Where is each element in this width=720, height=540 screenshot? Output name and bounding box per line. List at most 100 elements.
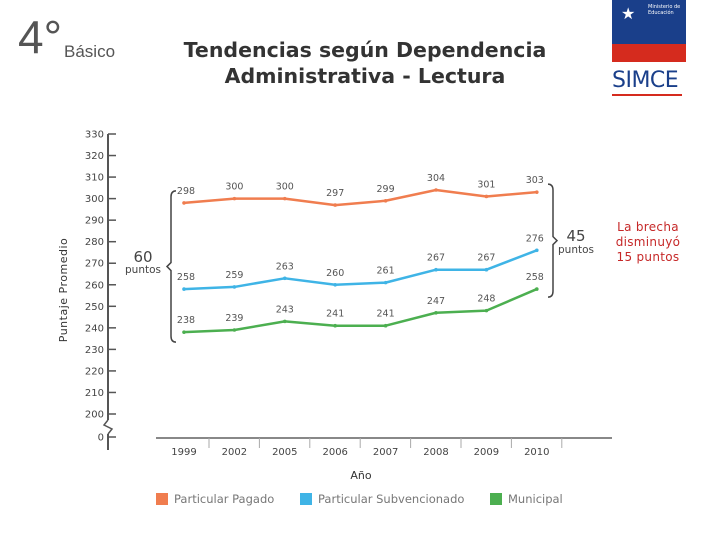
- data-label: 248: [477, 294, 495, 305]
- data-point: [434, 267, 438, 272]
- data-point: [232, 285, 237, 289]
- data-label: 247: [427, 296, 445, 307]
- chile-flag-icon: ★ Ministerio de Educación: [612, 0, 686, 62]
- data-point: [232, 196, 237, 201]
- data-label: 258: [177, 272, 195, 283]
- x-tick-label: 2002: [222, 447, 247, 458]
- data-point: [484, 308, 489, 313]
- data-point: [283, 196, 287, 201]
- data-point: [535, 190, 539, 194]
- data-point: [484, 194, 489, 199]
- data-point: [434, 188, 438, 192]
- data-label: 258: [526, 272, 544, 283]
- y-tick-label: 0: [98, 433, 104, 444]
- data-label: 260: [326, 268, 344, 279]
- page-title: Tendencias según Dependencia Administrat…: [130, 38, 600, 89]
- chart-legend: Particular Pagado Particular Subvenciona…: [156, 492, 563, 506]
- x-tick-label: 2009: [474, 447, 499, 458]
- ministry-text: Ministerio de Educación: [648, 4, 681, 16]
- title-line-2: Administrativa - Lectura: [224, 63, 506, 88]
- data-point: [182, 287, 186, 291]
- legend-item-municipal: Municipal: [490, 492, 563, 506]
- data-label: 301: [477, 179, 495, 190]
- data-point: [535, 248, 539, 253]
- data-label: 298: [177, 186, 195, 197]
- y-tick-label: 220: [85, 366, 104, 377]
- y-tick-label: 210: [85, 388, 104, 399]
- data-label: 304: [427, 173, 445, 184]
- data-label: 259: [225, 270, 243, 281]
- data-point: [182, 201, 186, 205]
- series-line-particular-subvencionado: [183, 249, 538, 291]
- data-label: 239: [225, 313, 243, 324]
- data-point: [333, 203, 338, 207]
- data-point: [232, 328, 237, 332]
- title-line-1: Tendencias según Dependencia: [183, 38, 547, 62]
- gap-bracket-1999: [165, 190, 177, 343]
- data-label: 243: [276, 304, 294, 315]
- y-tick-label: 250: [85, 302, 104, 313]
- simce-logo-bar: [612, 94, 682, 96]
- legend-item-particular-pagado: Particular Pagado: [156, 492, 300, 506]
- data-label: 297: [326, 188, 344, 199]
- star-icon: ★: [621, 4, 636, 23]
- gap-1999-unit: puntos: [125, 264, 161, 276]
- legend-item-particular-subvencionado: Particular Subvencionado: [300, 492, 490, 506]
- y-tick-label: 200: [85, 410, 104, 421]
- gap-2010-unit: puntos: [558, 244, 594, 256]
- y-tick-label: 310: [85, 173, 104, 184]
- x-tick-label: 2010: [524, 447, 549, 458]
- data-label: 263: [276, 261, 294, 272]
- x-axis-title: Año: [350, 469, 371, 482]
- data-label: 276: [526, 233, 544, 244]
- data-label: 241: [326, 309, 344, 320]
- data-point: [333, 282, 338, 287]
- grade-number: 4°: [18, 11, 62, 63]
- x-tick-label: 1999: [171, 447, 196, 458]
- gap-2010-value: 45: [566, 227, 585, 245]
- data-point: [383, 280, 388, 285]
- data-point: [283, 276, 287, 281]
- y-tick-label: 320: [85, 151, 104, 162]
- y-tick-label: 230: [85, 345, 104, 356]
- y-tick-label: 280: [85, 237, 104, 248]
- legend-label-particular-subvencionado: Particular Subvencionado: [318, 492, 465, 506]
- data-point: [383, 323, 388, 328]
- gap-bracket-2010: [547, 183, 559, 298]
- x-tick-label: 2006: [322, 447, 347, 458]
- legend-swatch-particular-subvencionado: [300, 493, 312, 505]
- x-tick-label: 2005: [272, 447, 297, 458]
- y-tick-label: 330: [85, 130, 104, 141]
- data-label: 300: [225, 182, 243, 193]
- data-label: 261: [377, 266, 395, 277]
- data-point: [383, 198, 388, 203]
- data-point: [333, 323, 338, 328]
- y-tick-label: 240: [85, 323, 104, 334]
- series-line-particular-pagado: [183, 188, 537, 207]
- data-point: [484, 267, 489, 272]
- y-tick-label: 270: [85, 259, 104, 270]
- series-line-municipal: [183, 287, 538, 334]
- gap-1999-value: 60: [133, 248, 152, 266]
- legend-label-municipal: Municipal: [508, 492, 563, 506]
- data-point: [434, 310, 438, 315]
- data-point: [182, 330, 186, 334]
- data-label: 238: [177, 315, 195, 326]
- data-point: [535, 287, 539, 291]
- y-tick-label: 290: [85, 216, 104, 227]
- data-label: 300: [276, 182, 294, 193]
- data-label: 267: [477, 253, 495, 264]
- legend-swatch-municipal: [490, 493, 502, 505]
- y-axis-break: [102, 419, 114, 435]
- y-tick-label: 260: [85, 280, 104, 291]
- y-axis-title: Puntaje Promedio: [57, 238, 70, 342]
- data-label: 267: [427, 253, 445, 264]
- x-tick-label: 2007: [373, 447, 398, 458]
- grade-level: Básico: [64, 42, 116, 61]
- y-tick-label: 300: [85, 194, 104, 205]
- simce-logo: ★ Ministerio de Educación SIMCE: [612, 0, 686, 96]
- legend-label-particular-pagado: Particular Pagado: [174, 492, 275, 506]
- simce-logo-text: SIMCE: [612, 68, 679, 93]
- data-label: 303: [526, 175, 544, 186]
